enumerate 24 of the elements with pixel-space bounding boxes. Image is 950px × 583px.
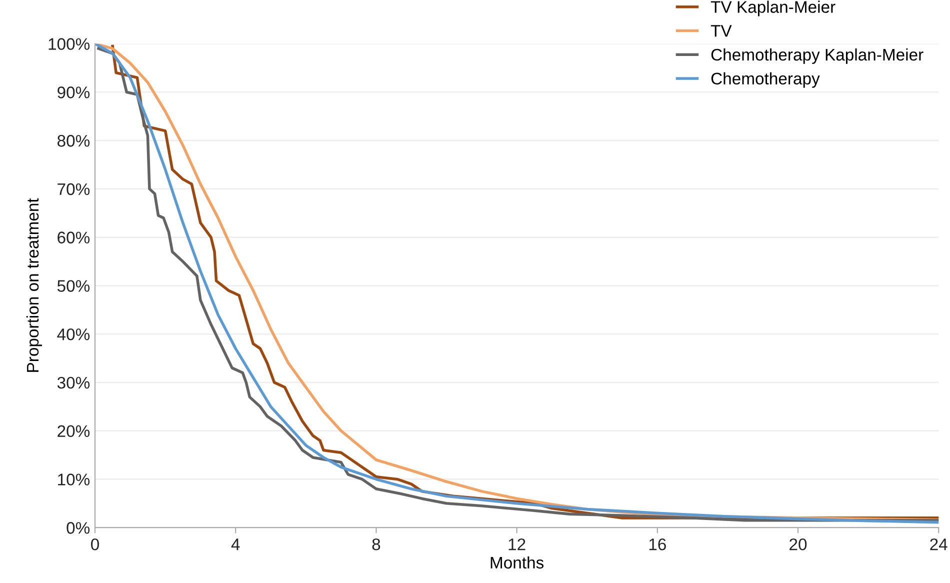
y-tick-label: 80% bbox=[58, 134, 90, 147]
y-tick-label: 70% bbox=[58, 183, 90, 196]
x-tick-label: 12 bbox=[508, 538, 526, 550]
x-tick-label: 16 bbox=[649, 538, 666, 550]
legend-label: TV bbox=[710, 25, 732, 37]
y-tick-label: 10% bbox=[58, 474, 90, 486]
legend-label: TV Kaplan-Meier bbox=[710, 0, 836, 16]
y-tick-label: 0% bbox=[66, 522, 90, 534]
y-axis-title: Proportion on treatment bbox=[26, 198, 42, 372]
x-tick-label: 8 bbox=[372, 538, 380, 550]
x-tick-label: 24 bbox=[930, 538, 948, 550]
y-tick-label: 100% bbox=[48, 38, 90, 50]
x-tick-label: 20 bbox=[790, 538, 807, 550]
legend-label: Chemotherapy Kaplan-Meier bbox=[711, 48, 924, 64]
x-tick-label: 0 bbox=[91, 538, 99, 550]
y-tick-label: 30% bbox=[57, 376, 90, 389]
y-tick-label: 40% bbox=[57, 328, 90, 340]
y-tick-label: 60% bbox=[58, 232, 90, 244]
legend-label: Chemotherapy bbox=[711, 72, 820, 88]
y-tick-label: 50% bbox=[57, 280, 90, 292]
y-tick-label: 90% bbox=[58, 86, 90, 98]
x-axis-title: Months bbox=[490, 556, 544, 569]
x-tick-label: 4 bbox=[231, 538, 240, 550]
y-tick-label: 20% bbox=[58, 425, 90, 438]
